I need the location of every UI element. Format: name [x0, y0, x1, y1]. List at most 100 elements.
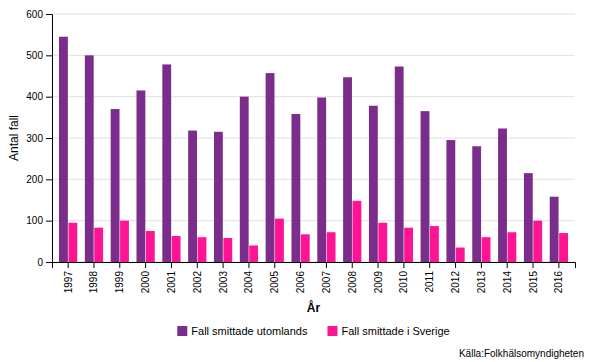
tick: 2016 [553, 262, 564, 293]
bar [533, 221, 542, 262]
tick: 2002 [192, 262, 203, 293]
bar [327, 232, 336, 262]
tick-label: 500 [26, 50, 43, 61]
bar [266, 73, 275, 262]
tick-label: 2008 [347, 271, 358, 294]
legend-label: Fall smittade utomlands [191, 325, 308, 337]
tick-mark [533, 262, 534, 268]
tick-label: 600 [26, 9, 43, 20]
tick-label: 2005 [269, 271, 280, 294]
tick: 2001 [166, 262, 177, 293]
bar [301, 234, 310, 262]
grid [52, 14, 575, 262]
tick-label: 2013 [476, 271, 487, 294]
tick-mark [46, 97, 52, 98]
bar [369, 106, 378, 262]
tick-label: 2011 [424, 271, 435, 293]
tick-mark [46, 138, 52, 139]
plot: 0100200300400500600199719981999200020012… [26, 9, 575, 294]
tick-mark [481, 262, 482, 268]
tick-label: 2010 [398, 271, 409, 294]
tick-label: 2003 [218, 271, 229, 294]
tick-label: 2014 [502, 271, 513, 294]
tick-label: 2002 [192, 271, 203, 294]
tick: 2008 [347, 262, 358, 293]
bars [59, 37, 568, 262]
tick-mark [558, 262, 559, 268]
grid-line [52, 138, 575, 139]
bar [162, 64, 171, 262]
tick-label: 2016 [553, 271, 564, 294]
legend-item: Fall smittade utomlands [177, 325, 308, 337]
tick-mark [274, 262, 275, 268]
bar [240, 97, 249, 262]
tick: 2011 [424, 262, 435, 293]
tick: 2006 [295, 262, 306, 293]
tick: 300 [26, 133, 52, 144]
tick: 2004 [243, 262, 254, 293]
bar [146, 231, 155, 262]
tick-label: 2015 [528, 271, 539, 294]
bar [249, 245, 258, 262]
bar [94, 228, 103, 262]
grid-line [52, 55, 575, 56]
tick-label: 2004 [243, 271, 254, 294]
bar [198, 237, 207, 262]
tick-label: 2007 [321, 271, 332, 294]
legend-item: Fall smittade i Sverige [327, 325, 449, 337]
bar [343, 77, 352, 262]
tick: 1997 [63, 262, 74, 293]
tick-mark [145, 262, 146, 268]
bar [68, 223, 77, 262]
bar [275, 219, 284, 262]
tick: 2009 [373, 262, 384, 293]
bar [291, 114, 300, 262]
bar [172, 236, 181, 262]
bar [85, 55, 94, 262]
tick-mark [46, 14, 52, 15]
tick-mark [403, 262, 404, 268]
bar [317, 97, 326, 262]
tick-mark [223, 262, 224, 268]
tick: 600 [26, 9, 52, 20]
tick-mark [46, 179, 52, 180]
tick: 2007 [321, 262, 332, 293]
bar [120, 221, 129, 262]
tick-label: 400 [26, 91, 43, 102]
axis-line [46, 15, 53, 263]
chart: 0100200300400500600199719981999200020012… [0, 0, 590, 362]
grid-line [52, 14, 575, 15]
tick: 2015 [528, 262, 539, 293]
bar [472, 146, 481, 262]
legend: Fall smittade utomlands Fall smittade i S… [177, 325, 449, 337]
tick: 2014 [502, 262, 513, 293]
tick: 1999 [114, 262, 125, 293]
tick: 2010 [398, 262, 409, 293]
grid-line [52, 220, 575, 221]
grid-line [52, 179, 575, 180]
tick-label: 2000 [140, 271, 151, 294]
bar [421, 111, 430, 262]
tick-label: 0 [37, 257, 43, 268]
tick-mark [300, 262, 301, 268]
tick-mark [378, 262, 379, 268]
tick-mark [352, 262, 353, 268]
source: Källa:Folkhälsomyndigheten [459, 348, 584, 359]
bar [446, 140, 455, 262]
legend-label: Fall smittade i Sverige [341, 325, 449, 337]
tick-mark [197, 262, 198, 268]
tick-label: 1997 [63, 271, 74, 294]
tick-mark [68, 262, 69, 268]
tick-label: 1999 [114, 271, 125, 294]
tick-label: 100 [26, 215, 43, 226]
tick-mark [46, 221, 52, 222]
bar [456, 248, 465, 262]
bar [524, 173, 533, 262]
tick-mark [46, 55, 52, 56]
tick: 200 [26, 174, 52, 185]
tick: 2003 [218, 262, 229, 293]
bar [430, 226, 439, 262]
legend-swatch [327, 326, 337, 336]
tick: 100 [26, 215, 52, 226]
grid-line [52, 96, 575, 97]
